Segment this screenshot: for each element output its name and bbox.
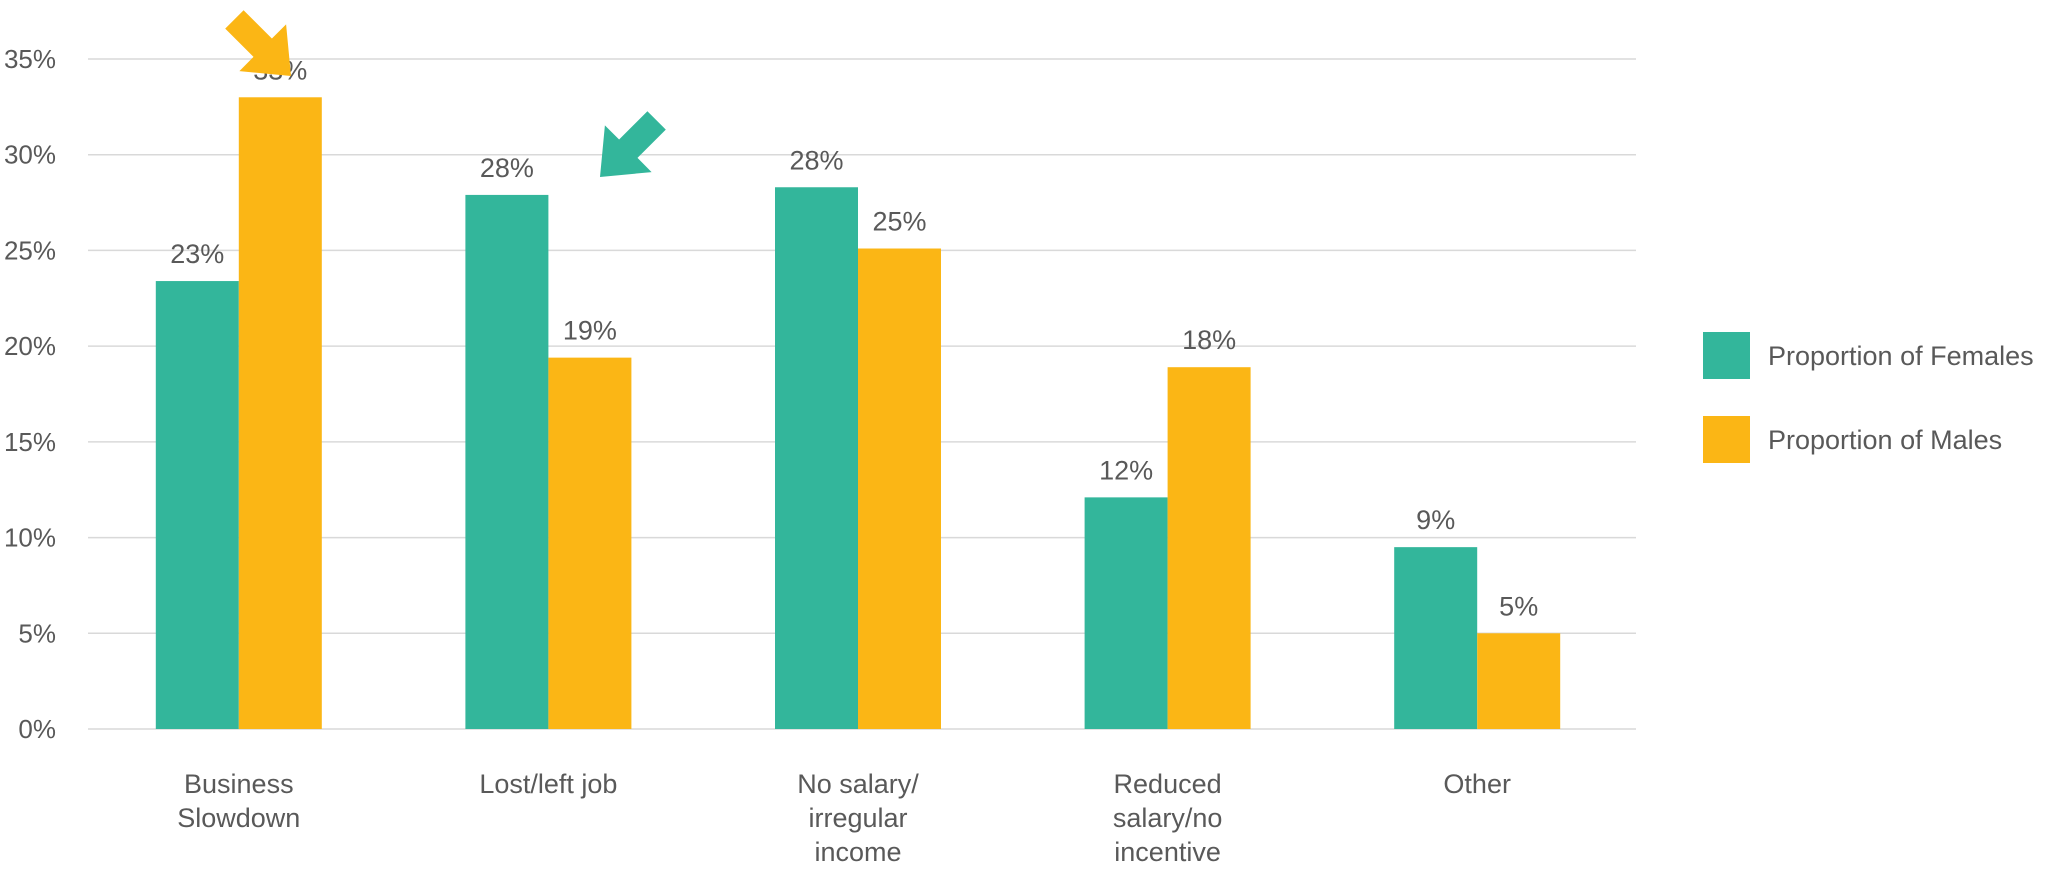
data-label: 9% <box>1416 505 1455 535</box>
legend-swatch <box>1703 332 1750 379</box>
y-tick-label: 10% <box>4 523 56 553</box>
data-label: 28% <box>480 153 534 183</box>
category-label: income <box>814 837 901 867</box>
x-axis-category-labels: Business Slowdown Lost/left job No salary/i… <box>177 769 1511 867</box>
y-tick-label: 5% <box>18 618 56 648</box>
category-label: irregular <box>808 803 907 833</box>
bar-series1-cat4 <box>1477 633 1561 729</box>
data-label: 5% <box>1499 591 1538 621</box>
category-label: Reduced <box>1114 769 1222 799</box>
arrow-annotation-males <box>225 10 291 77</box>
data-label: 28% <box>789 145 843 175</box>
bar-series0-cat3 <box>1084 497 1168 729</box>
bar-series0-cat2 <box>775 187 858 729</box>
data-label: 19% <box>563 316 617 346</box>
y-tick-label: 20% <box>4 331 56 361</box>
data-label: 12% <box>1099 455 1153 485</box>
legend: Proportion of Females Proportion of Males <box>1703 332 2034 463</box>
y-tick-label: 35% <box>4 44 56 74</box>
data-label: 25% <box>872 207 926 237</box>
bar-series0-cat4 <box>1394 547 1478 729</box>
y-tick-label: 0% <box>18 714 56 744</box>
data-label: 23% <box>170 239 224 269</box>
category-label: No salary/ <box>797 769 919 799</box>
bar-series1-cat2 <box>858 248 941 729</box>
legend-swatch <box>1703 416 1750 463</box>
bar-series1-cat3 <box>1167 367 1251 729</box>
category-label: Other <box>1443 769 1511 799</box>
category-label: incentive <box>1114 837 1221 867</box>
y-tick-label: 25% <box>4 235 56 265</box>
arrow-annotation-females <box>600 111 666 177</box>
bar-series0-cat1 <box>465 194 549 729</box>
bar-series1-cat1 <box>548 357 632 729</box>
category-label: Business <box>184 769 294 799</box>
y-axis-ticks: 0% 5% 10% 15% 20% 25% 30% 35% <box>4 44 56 744</box>
legend-label: Proportion of Males <box>1768 425 2002 455</box>
category-label: Slowdown <box>177 803 300 833</box>
legend-label: Proportion of Females <box>1768 341 2034 371</box>
category-label: Lost/left job <box>479 769 617 799</box>
bars <box>155 97 1561 730</box>
category-label: salary/no <box>1113 803 1223 833</box>
bar-series1-cat0 <box>238 97 322 730</box>
bar-series0-cat0 <box>155 281 239 729</box>
y-tick-label: 30% <box>4 140 56 170</box>
annotation-arrows <box>225 10 666 177</box>
data-label: 18% <box>1182 325 1236 355</box>
y-tick-label: 15% <box>4 427 56 457</box>
